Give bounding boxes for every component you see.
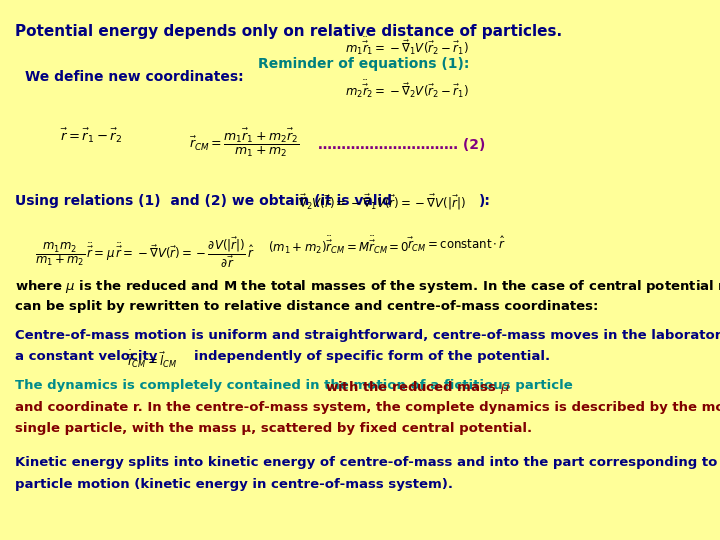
Text: $(m_1+m_2)\ddot{\vec{r}}_{CM} = M\ddot{\vec{r}}_{CM} = 0$: $(m_1+m_2)\ddot{\vec{r}}_{CM} = M\ddot{\… — [268, 235, 410, 256]
Text: $\vec{r}_{CM} = \dfrac{m_1\vec{r}_1 + m_2\vec{r}_2}{m_1 + m_2}$: $\vec{r}_{CM} = \dfrac{m_1\vec{r}_1 + m_… — [189, 127, 300, 159]
Text: Reminder of equations (1):: Reminder of equations (1): — [258, 57, 469, 71]
Text: particle motion (kinetic energy in centre-of-mass system).: particle motion (kinetic energy in centr… — [15, 478, 453, 491]
Text: Potential energy depends only on relative distance of particles.: Potential energy depends only on relativ… — [15, 24, 562, 39]
Text: single particle, with the mass μ, scattered by fixed central potential.: single particle, with the mass μ, scatte… — [15, 422, 532, 435]
Text: ):: ): — [479, 194, 491, 208]
Text: $m_1\ddot{\vec{r}}_1 = -\vec{\nabla}_1 V(\vec{r}_2 - \vec{r}_1)$: $m_1\ddot{\vec{r}}_1 = -\vec{\nabla}_1 V… — [346, 35, 469, 57]
Text: Centre-of-mass motion is uniform and straightforward, centre-of-mass moves in th: Centre-of-mass motion is uniform and str… — [15, 329, 720, 342]
Text: The dynamics is completely contained in the motion of a fictitious particle: The dynamics is completely contained in … — [15, 379, 572, 392]
Text: Using relations (1)  and (2) we obtain (it is valid: Using relations (1) and (2) we obtain (i… — [15, 194, 392, 208]
Text: $\vec{r} = \vec{r}_1 - \vec{r}_2$: $\vec{r} = \vec{r}_1 - \vec{r}_2$ — [60, 127, 122, 145]
Text: $\dot{\vec{r}}_{CM} = \vec{l}_{CM}$: $\dot{\vec{r}}_{CM} = \vec{l}_{CM}$ — [127, 348, 177, 370]
Text: $m_2\ddot{\vec{r}}_2 = -\vec{\nabla}_2 V(\vec{r}_2 - \vec{r}_1)$: $m_2\ddot{\vec{r}}_2 = -\vec{\nabla}_2 V… — [346, 78, 469, 100]
Text: a constant velocity: a constant velocity — [15, 350, 157, 363]
Text: ………………………… (2): ………………………… (2) — [318, 138, 485, 152]
Text: independently of specific form of the potential.: independently of specific form of the po… — [194, 350, 550, 363]
Text: $\vec{r}_{CM} = \mathrm{constant}\cdot\hat{r}$: $\vec{r}_{CM} = \mathrm{constant}\cdot\h… — [407, 235, 507, 254]
Text: and coordinate r. In the centre-of-mass system, the complete dynamics is describ: and coordinate r. In the centre-of-mass … — [15, 401, 720, 414]
Text: with the reduced mass $\mu$: with the reduced mass $\mu$ — [325, 379, 510, 396]
Text: $\dfrac{m_1 m_2}{m_1+m_2}\,\ddot{\vec{r}} = \mu\,\ddot{\vec{r}} = -\vec{\nabla}V: $\dfrac{m_1 m_2}{m_1+m_2}\,\ddot{\vec{r}… — [35, 235, 255, 269]
Text: $\vec{\nabla}_2 V(\vec{r}) = -\vec{\nabla}_1 V(\vec{r}) = -\vec{\nabla}V(|\vec{r: $\vec{\nabla}_2 V(\vec{r}) = -\vec{\nabl… — [298, 193, 466, 212]
Text: where $\mu$ is the reduced and M the total masses of the system. In the case of : where $\mu$ is the reduced and M the tot… — [15, 278, 720, 295]
Text: can be split by rewritten to relative distance and centre-of-mass coordinates:: can be split by rewritten to relative di… — [15, 300, 598, 313]
Text: Kinetic energy splits into kinetic energy of centre-of-mass and into the part co: Kinetic energy splits into kinetic energ… — [15, 456, 720, 469]
Text: We define new coordinates:: We define new coordinates: — [24, 70, 243, 84]
